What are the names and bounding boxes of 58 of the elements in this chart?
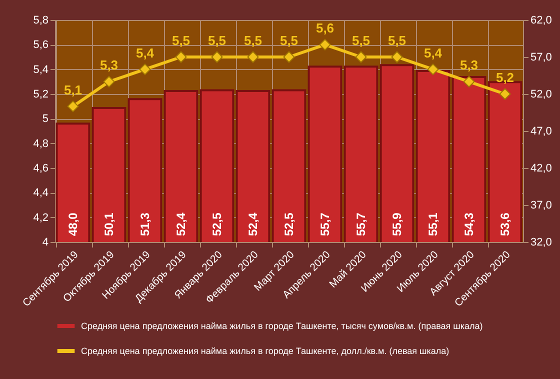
data-label: 5,3 xyxy=(100,58,118,73)
data-label: 5,5 xyxy=(352,33,370,48)
data-label: 5,2 xyxy=(496,70,514,85)
y2-tick-label: 37,0 xyxy=(530,200,552,212)
data-label: 55,9 xyxy=(390,212,404,236)
point xyxy=(427,64,439,76)
data-label: 53,6 xyxy=(498,212,512,236)
data-label: 5,5 xyxy=(280,33,298,48)
y2-tick-label: 42,0 xyxy=(530,162,552,174)
y2-tick-label: 47,0 xyxy=(530,126,552,138)
point xyxy=(355,51,367,63)
data-label: 5,4 xyxy=(136,45,155,60)
data-label: 52,5 xyxy=(210,212,224,236)
point xyxy=(67,100,79,112)
point xyxy=(319,38,331,50)
data-label: 50,1 xyxy=(102,212,116,236)
y-tick-label: 5 xyxy=(42,113,48,126)
data-label: 5,5 xyxy=(388,33,406,48)
legend-label: Средняя цена предложения найма жилья в городе Ташкенте, долл./кв.м. (левая шкала) xyxy=(81,346,450,356)
y-tick-label: 4,2 xyxy=(33,212,48,224)
data-label: 51,3 xyxy=(138,212,152,236)
y2-tick-label: 32,0 xyxy=(530,236,552,248)
y-tick-label: 5,8 xyxy=(33,14,48,26)
data-label: 55,1 xyxy=(426,212,440,236)
y2-tick-label: 57,0 xyxy=(530,52,552,64)
y-tick-label: 4,8 xyxy=(33,138,48,150)
y-tick-label: 4,4 xyxy=(33,187,48,200)
data-label: 5,4 xyxy=(424,45,443,60)
data-label: 48,0 xyxy=(66,212,80,236)
point xyxy=(499,88,511,100)
data-label: 5,1 xyxy=(64,82,82,98)
point xyxy=(103,76,115,88)
point xyxy=(247,51,259,63)
data-label: 5,5 xyxy=(208,33,226,48)
point xyxy=(463,76,475,88)
data-label: 55,7 xyxy=(354,212,368,236)
point xyxy=(175,51,187,63)
series-label: Средняя цена предложения найма жилья в городе Ташкенте, тысяч сумов/кв.м. (правая шкала) xyxy=(81,321,483,331)
point xyxy=(283,51,295,63)
data-label: 54,3 xyxy=(462,212,476,236)
y-tick-label: 4,6 xyxy=(33,162,48,174)
y-tick-label: 4 xyxy=(42,236,48,248)
data-label: 5,5 xyxy=(244,33,262,48)
data-label: 52,5 xyxy=(282,212,296,236)
point xyxy=(139,64,151,76)
data-label: 5,5 xyxy=(172,33,190,48)
data-label: 5,3 xyxy=(460,58,478,73)
data-label: 5,6 xyxy=(316,20,334,36)
y2-tick-label: 52,0 xyxy=(530,88,552,100)
data-label: 52,4 xyxy=(246,212,260,236)
data-label: 55,7 xyxy=(318,212,332,236)
y2-tick-label: 62,0 xyxy=(530,14,552,26)
y-tick-label: 5,6 xyxy=(33,39,48,52)
point xyxy=(391,51,403,63)
y-tick-label: 5,4 xyxy=(33,64,48,76)
data-label: 52,4 xyxy=(174,212,188,236)
y-tick-label: 5,2 xyxy=(33,88,48,100)
point xyxy=(211,51,223,63)
